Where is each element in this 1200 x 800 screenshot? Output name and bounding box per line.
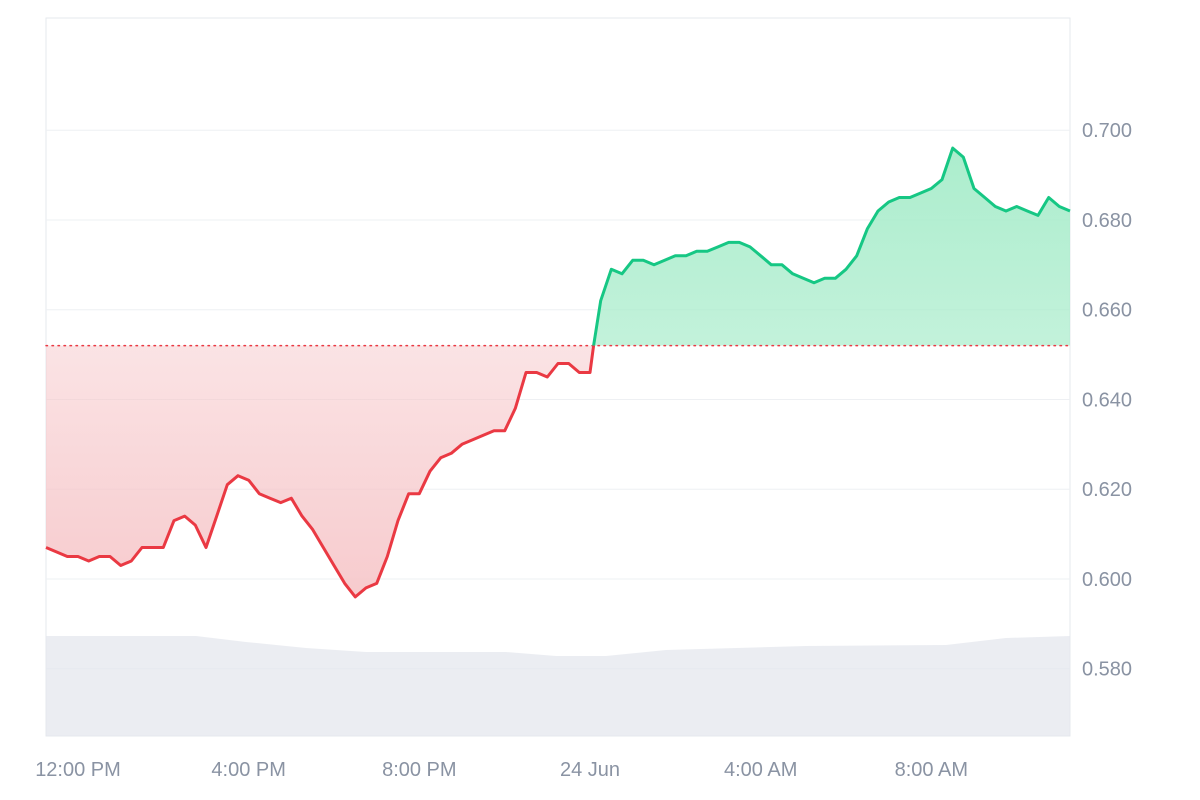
volume-area bbox=[46, 636, 1070, 736]
y-tick-label: 0.580 bbox=[1082, 659, 1132, 681]
y-tick-label: 0.700 bbox=[1082, 120, 1132, 142]
x-tick-label: 12:00 PM bbox=[35, 759, 121, 781]
y-tick-label: 0.660 bbox=[1082, 300, 1132, 322]
up-area bbox=[593, 148, 1070, 346]
x-tick-label: 4:00 AM bbox=[724, 759, 797, 781]
price-areas bbox=[46, 148, 1070, 597]
price-line-up bbox=[592, 146, 1071, 346]
y-axis-ticks: 0.580 0.600 0.620 0.640 0.660 0.680 0.700 bbox=[1082, 120, 1132, 681]
volume-bars bbox=[46, 636, 1070, 736]
x-tick-label: 8:00 PM bbox=[382, 759, 456, 781]
x-tick-label: 4:00 PM bbox=[211, 759, 285, 781]
x-axis-ticks: 12:00 PM 4:00 PM 8:00 PM 24 Jun 4:00 AM 8:00 … bbox=[35, 759, 968, 781]
price-line-down bbox=[45, 345, 596, 599]
down-area bbox=[46, 345, 1070, 597]
y-tick-label: 0.680 bbox=[1082, 210, 1132, 232]
y-tick-label: 0.620 bbox=[1082, 479, 1132, 501]
price-lines bbox=[45, 146, 1071, 599]
x-tick-label: 8:00 AM bbox=[895, 759, 968, 781]
y-tick-label: 0.640 bbox=[1082, 389, 1132, 411]
y-tick-label: 0.600 bbox=[1082, 569, 1132, 591]
x-tick-label: 24 Jun bbox=[560, 759, 620, 781]
